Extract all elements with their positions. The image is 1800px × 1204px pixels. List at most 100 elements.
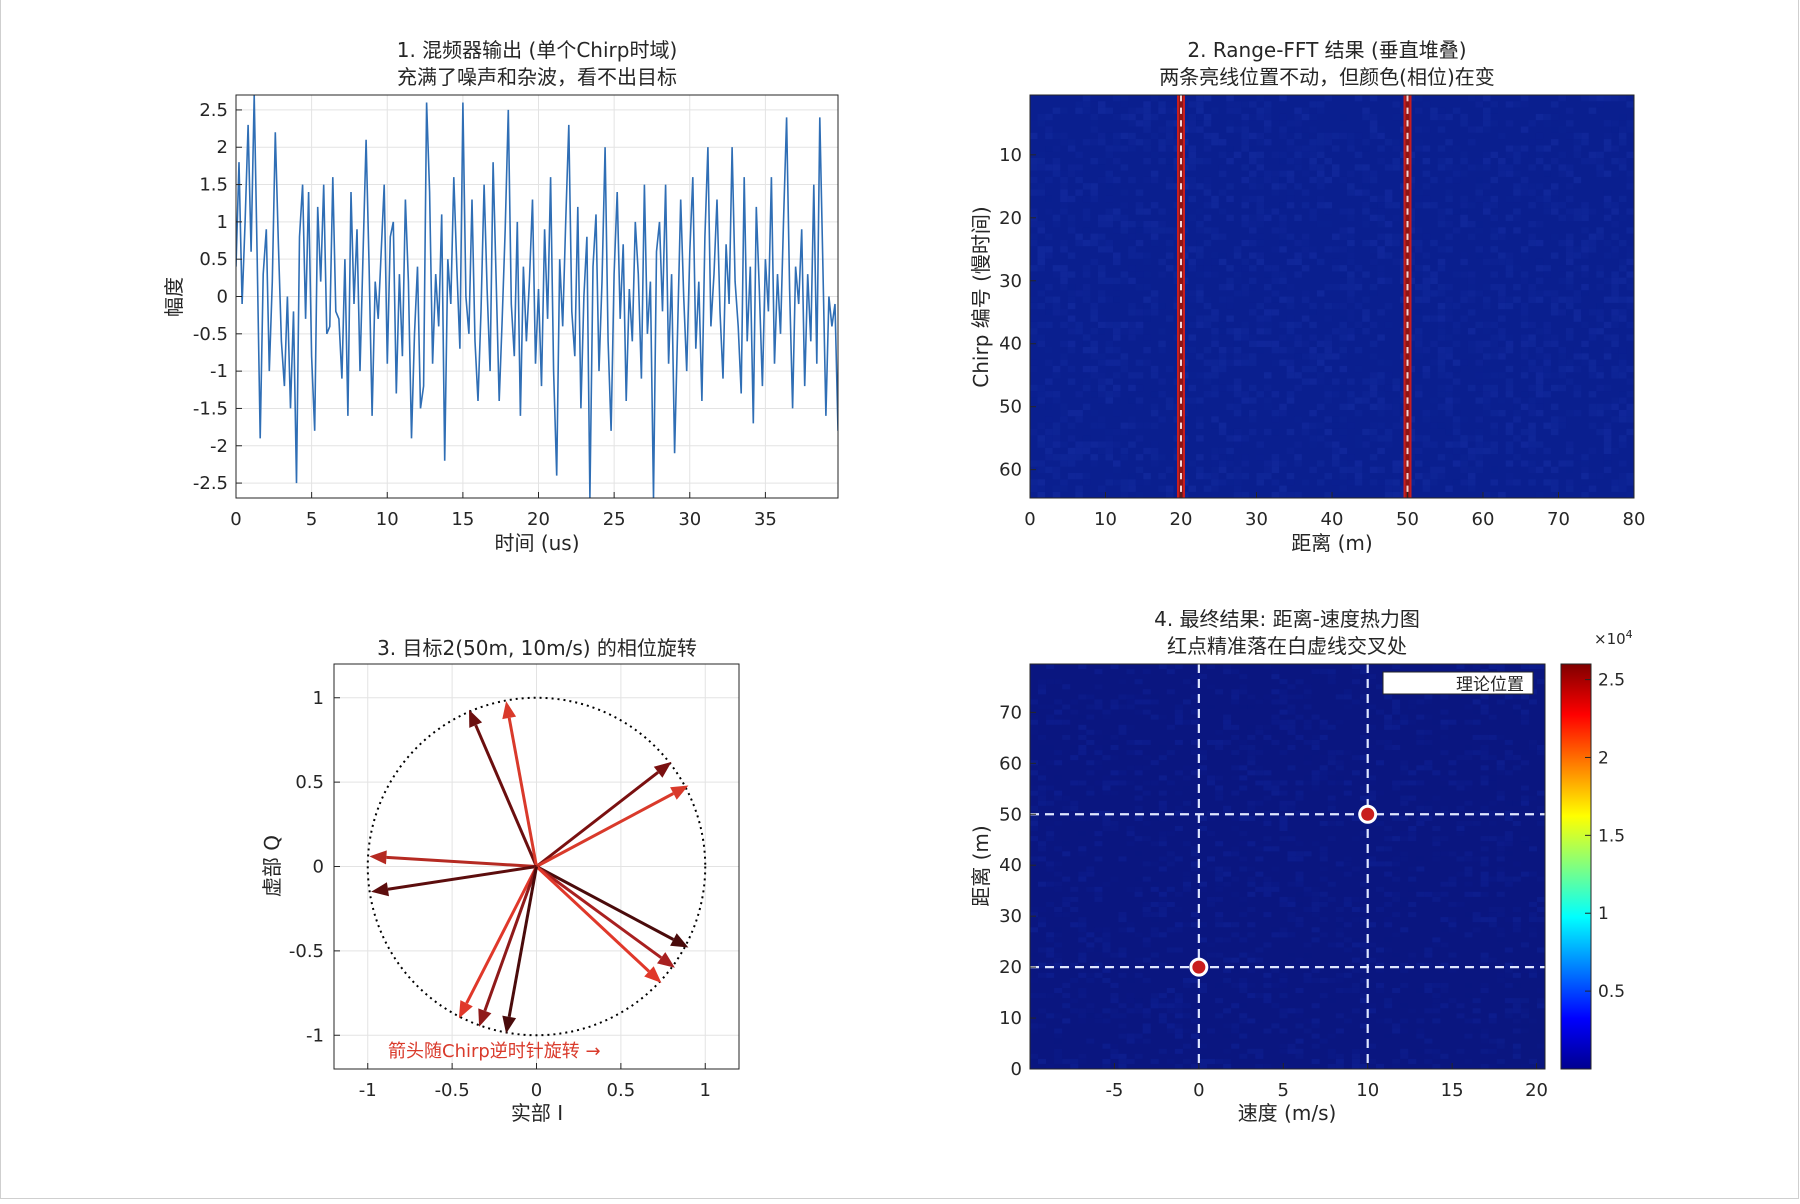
rangefft-noise-cell	[1158, 107, 1166, 114]
rd-noise-cell	[1239, 831, 1248, 837]
rangefft-noise-cell	[1279, 214, 1287, 221]
rd-noise-cell	[1351, 967, 1360, 973]
rangefft-noise-cell	[1573, 265, 1582, 272]
rangefft-noise-cell	[1158, 258, 1166, 266]
rangefft-noise-cell	[1498, 258, 1506, 266]
rangefft-noise-cell	[1030, 321, 1038, 329]
rd-noise-cell	[1207, 856, 1216, 862]
time-xtick-label: 20	[527, 509, 550, 530]
rangefft-noise-cell	[1218, 347, 1227, 354]
rd-noise-cell	[1488, 907, 1497, 913]
rangefft-noise-cell	[1452, 397, 1461, 404]
rangefft-noise-cell	[1150, 460, 1159, 467]
rd-noise-cell	[1070, 998, 1079, 1004]
rd-noise-cell	[1182, 1013, 1191, 1019]
rangefft-noise-cell	[1535, 158, 1544, 165]
rangefft-noise-cell	[1611, 365, 1619, 373]
rd-noise-cell	[1134, 795, 1143, 801]
rd-noise-cell	[1335, 1063, 1344, 1069]
rangefft-noise-cell	[1188, 176, 1197, 184]
rd-noise-cell	[1392, 785, 1401, 791]
rangefft-noise-cell	[1203, 239, 1212, 247]
rangefft-noise-cell	[1090, 347, 1098, 354]
rangefft-noise-cell	[1596, 233, 1604, 240]
rangefft-noise-cell	[1264, 466, 1272, 473]
rd-noise-cell	[1030, 820, 1039, 826]
rangefft-phase-segment	[1180, 95, 1182, 102]
rangefft-noise-cell	[1332, 164, 1340, 171]
rd-noise-cell	[1239, 689, 1248, 695]
rangefft-noise-cell	[1626, 176, 1634, 184]
rangefft-noise-cell	[1286, 359, 1295, 366]
rd-noise-cell	[1464, 755, 1473, 761]
rangefft-noise-cell	[1384, 479, 1393, 486]
rd-noise-cell	[1199, 765, 1208, 771]
rangefft-noise-cell	[1294, 258, 1302, 266]
rangefft-noise-cell	[1211, 202, 1219, 209]
rd-noise-cell	[1384, 846, 1393, 852]
rangefft-bright-line-core	[1179, 95, 1183, 498]
rangefft-noise-cell	[1475, 95, 1484, 102]
rd-noise-cell	[1118, 947, 1127, 953]
rd-noise-cell	[1279, 1008, 1288, 1014]
rd-noise-cell	[1279, 1028, 1288, 1034]
rd-noise-cell	[1038, 856, 1047, 862]
rangefft-noise-cell	[1603, 95, 1612, 102]
rangefft-noise-cell	[1573, 139, 1582, 146]
rangefft-noise-cell	[1550, 183, 1559, 190]
rd-noise-cell	[1319, 917, 1328, 923]
rangefft-noise-cell	[1165, 176, 1174, 184]
rangefft-noise-cell	[1098, 447, 1106, 455]
phasor-arrow-shaft	[474, 724, 538, 868]
rangefft-noise-cell	[1490, 391, 1499, 398]
rangefft-noise-cell	[1030, 208, 1038, 215]
rangefft-noise-cell	[1113, 258, 1121, 266]
rangefft-noise-cell	[1120, 321, 1129, 329]
rangefft-noise-cell	[1045, 378, 1053, 385]
rangefft-noise-cell	[1135, 454, 1144, 461]
rangefft-noise-cell	[1256, 221, 1265, 228]
rangefft-noise-cell	[1188, 120, 1197, 127]
rangefft-phase-segment	[1180, 460, 1182, 467]
rangefft-noise-cell	[1528, 397, 1536, 404]
rangefft-noise-cell	[1098, 176, 1106, 184]
rangefft-noise-cell	[1354, 410, 1363, 417]
rd-noise-cell	[1464, 866, 1473, 872]
rangefft-noise-cell	[1271, 347, 1280, 354]
rd-noise-cell	[1142, 977, 1151, 983]
rangefft-noise-cell	[1626, 391, 1634, 398]
rd-noise-cell	[1472, 1008, 1481, 1014]
rangefft-noise-cell	[1113, 384, 1121, 392]
rd-noise-cell	[1118, 856, 1127, 862]
rangefft-noise-cell	[1301, 428, 1310, 436]
rangefft-noise-cell	[1452, 359, 1461, 366]
rd-noise-cell	[1263, 1063, 1272, 1069]
rangefft-noise-cell	[1437, 309, 1446, 316]
rd-noise-cell	[1359, 664, 1368, 670]
rangefft-noise-cell	[1581, 132, 1589, 140]
rangefft-noise-cell	[1211, 372, 1219, 379]
rangefft-noise-cell	[1286, 202, 1295, 209]
rd-noise-cell	[1150, 886, 1159, 892]
rangefft-noise-cell	[1581, 239, 1589, 247]
phasor-arrow-shaft	[483, 865, 538, 1012]
rd-noise-cell	[1408, 836, 1417, 842]
rd-noise-cell	[1351, 982, 1360, 988]
rd-noise-cell	[1512, 694, 1521, 700]
rangefft-noise-cell	[1332, 302, 1340, 310]
rd-noise-cell	[1215, 922, 1224, 928]
rd-noise-cell	[1263, 785, 1272, 791]
rangefft-noise-cell	[1241, 321, 1249, 329]
rangefft-noise-cell	[1566, 170, 1574, 177]
rangefft-noise-cell	[1550, 403, 1559, 410]
rd-noise-cell	[1086, 947, 1095, 953]
rangefft-noise-cell	[1611, 158, 1619, 165]
rangefft-noise-cell	[1301, 479, 1310, 486]
rd-noise-cell	[1480, 780, 1489, 786]
rangefft-noise-cell	[1611, 296, 1619, 303]
rangefft-noise-cell	[1113, 372, 1121, 379]
rangefft-noise-cell	[1445, 384, 1453, 392]
rangefft-noise-cell	[1249, 384, 1257, 392]
rd-noise-cell	[1512, 1028, 1521, 1034]
rd-noise-cell	[1247, 957, 1256, 963]
